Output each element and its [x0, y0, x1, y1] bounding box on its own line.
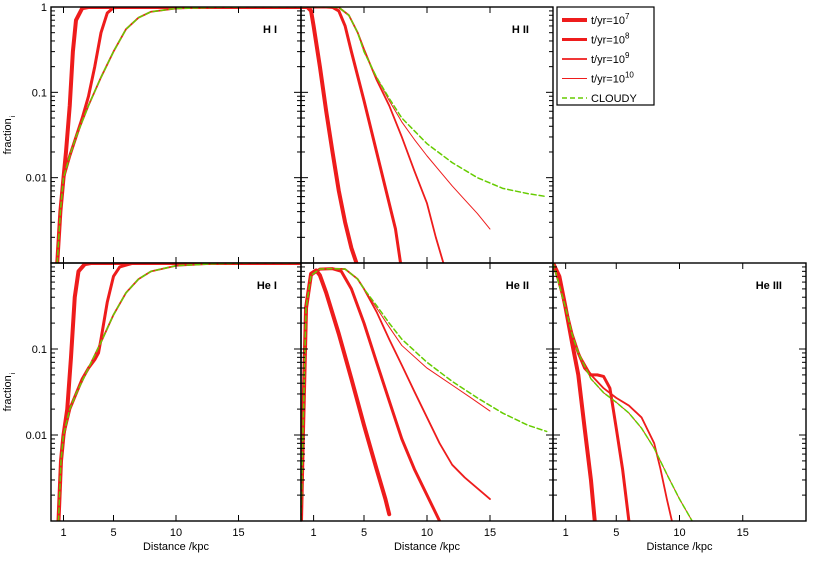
series-line-t-yr-10-8	[57, 263, 301, 521]
x-tick-label: 1	[563, 527, 569, 539]
panel-frame	[50, 262, 302, 522]
legend: t/yr=107 t/yr=108 t/yr=109 t/yr=1010 CLOUDY	[556, 6, 655, 106]
series-line-t-yr-10-7	[55, 7, 301, 263]
x-tick-label: 15	[737, 527, 749, 539]
tick-marks	[51, 7, 301, 264]
x-tick-label: 1	[60, 527, 66, 539]
panel-frame	[300, 262, 554, 522]
series-line-t-yr-10-10	[56, 7, 301, 263]
series-line-t-yr-10-7	[56, 263, 301, 521]
panel-title: H I	[263, 24, 277, 36]
x-axis-label: Distance /kpc	[394, 541, 461, 553]
x-tick-label: 10	[673, 527, 685, 539]
y-axis-label: fractioni	[2, 115, 17, 154]
x-axis-label: Distance /kpc	[143, 541, 210, 553]
series-group	[301, 7, 548, 263]
x-tick-label: 1	[311, 527, 317, 539]
tick-marks	[51, 263, 301, 522]
panel-title: He II	[506, 280, 529, 292]
x-tick-label: 10	[170, 527, 182, 539]
tick-marks	[301, 263, 553, 522]
y-tick-label: 1	[41, 2, 47, 14]
x-tick-label: 15	[484, 527, 496, 539]
x-tick-label: 10	[421, 527, 433, 539]
y-tick-label: 0.1	[32, 344, 47, 356]
legend-label-5: CLOUDY	[591, 93, 638, 105]
panel-title: He I	[257, 280, 277, 292]
series-line-cloudy	[301, 7, 548, 198]
y-tick-label: 0.01	[26, 430, 47, 442]
series-line-cloudy	[301, 267, 548, 521]
legend-box	[556, 6, 655, 106]
legend-label-4: t/yr=1010	[591, 71, 634, 86]
legend-label-3: t/yr=109	[591, 51, 630, 66]
panel-frame	[552, 262, 807, 522]
series-line-t-yr-10-8	[301, 267, 442, 521]
series-line-t-yr-10-7	[301, 268, 392, 521]
series-group	[56, 263, 301, 521]
series-line-t-yr-10-9	[553, 263, 673, 521]
series-line-t-yr-10-8	[55, 7, 301, 263]
x-tick-label: 15	[232, 527, 244, 539]
series-line-t-yr-10-7	[301, 7, 359, 263]
x-tick-label: 5	[613, 527, 619, 539]
y-tick-label: 0.1	[32, 87, 47, 99]
panel-frame	[50, 6, 302, 264]
x-axis-label: Distance /kpc	[646, 541, 713, 553]
series-line-t-yr-10-9	[56, 7, 301, 263]
legend-label-1: t/yr=107	[591, 12, 630, 27]
series-line-t-yr-10-10	[58, 263, 301, 521]
legend-label-2: t/yr=108	[591, 32, 630, 47]
series-group	[55, 7, 301, 263]
series-line-cloudy	[553, 263, 693, 521]
panel-h-ii: H II	[300, 6, 554, 264]
panel-title: He III	[756, 280, 782, 292]
x-tick-label: 5	[361, 527, 367, 539]
series-group	[301, 267, 548, 521]
panel-title: H II	[512, 24, 529, 36]
series-line-t-yr-10-10	[553, 263, 693, 521]
y-axis-label: fractioni	[2, 372, 17, 411]
x-tick-label: 5	[110, 527, 116, 539]
panel-frame	[300, 6, 554, 264]
tick-marks	[301, 7, 553, 264]
series-line-t-yr-10-7	[553, 263, 597, 521]
series-line-t-yr-10-10	[301, 7, 491, 230]
series-line-t-yr-10-9	[57, 263, 301, 521]
panel-h-i: H I 1 0.1 0.01 fractioni	[2, 2, 302, 264]
series-line-cloudy	[57, 263, 301, 521]
series-group	[553, 263, 693, 521]
y-tick-label: 0.01	[26, 173, 47, 185]
series-line-cloudy	[56, 7, 301, 263]
